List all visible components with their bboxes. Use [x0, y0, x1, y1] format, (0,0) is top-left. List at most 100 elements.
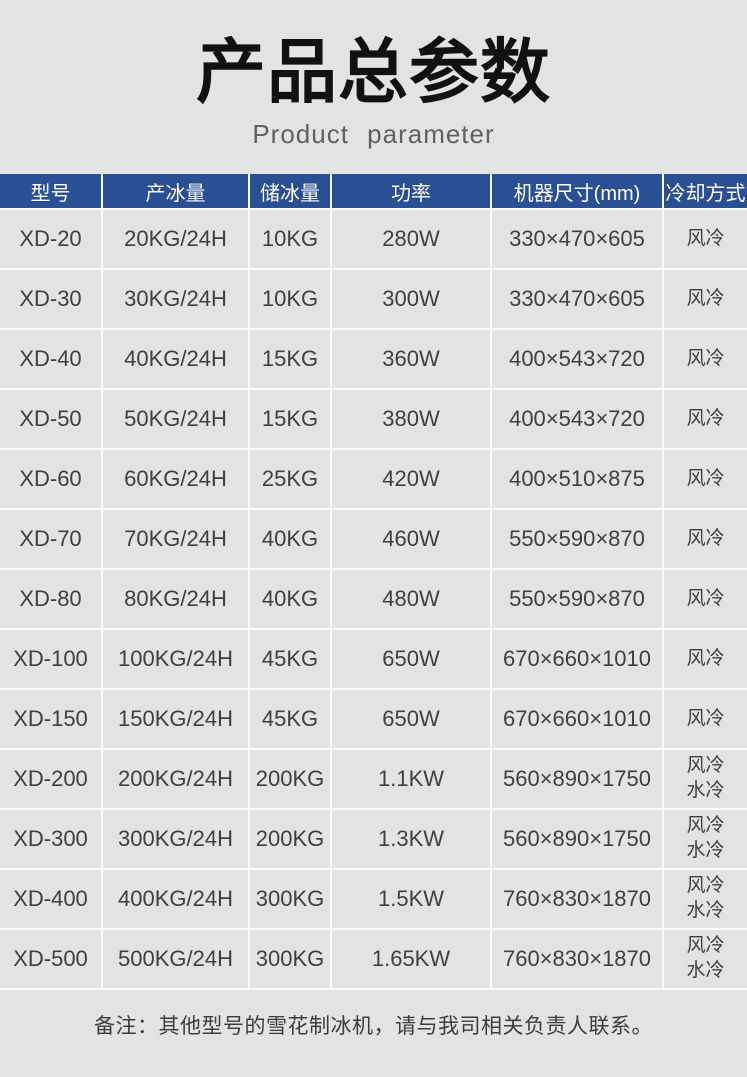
table-header-row: 型号 产冰量 储冰量 功率 机器尺寸(mm) 冷却方式 [0, 174, 747, 208]
cell-power: 650W [332, 690, 490, 748]
cell-power: 300W [332, 270, 490, 328]
cell-ice-storage: 200KG [250, 810, 330, 868]
cell-ice-production: 500KG/24H [103, 930, 248, 988]
cell-ice-production: 40KG/24H [103, 330, 248, 388]
cell-power: 1.1KW [332, 750, 490, 808]
cell-ice-storage: 200KG [250, 750, 330, 808]
cell-ice-storage: 15KG [250, 390, 330, 448]
cell-model: XD-20 [0, 210, 101, 268]
cell-ice-storage: 40KG [250, 510, 330, 568]
cell-machine-size: 400×543×720 [492, 330, 662, 388]
cell-cooling-method: 风冷 [664, 690, 747, 748]
cell-ice-storage: 10KG [250, 210, 330, 268]
cell-machine-size: 400×510×875 [492, 450, 662, 508]
header-ice-storage: 储冰量 [250, 174, 330, 208]
cell-ice-storage: 40KG [250, 570, 330, 628]
table-row: XD-80 80KG/24H 40KG 480W 550×590×870 风冷 [0, 570, 747, 628]
cell-machine-size: 330×470×605 [492, 270, 662, 328]
cell-machine-size: 760×830×1870 [492, 930, 662, 988]
cell-ice-storage: 15KG [250, 330, 330, 388]
table-row: XD-200 200KG/24H 200KG 1.1KW 560×890×175… [0, 750, 747, 808]
table-row: XD-150 150KG/24H 45KG 650W 670×660×1010 … [0, 690, 747, 748]
table-row: XD-40 40KG/24H 15KG 360W 400×543×720 风冷 [0, 330, 747, 388]
cell-ice-production: 200KG/24H [103, 750, 248, 808]
cell-power: 380W [332, 390, 490, 448]
cell-machine-size: 330×470×605 [492, 210, 662, 268]
cell-machine-size: 400×543×720 [492, 390, 662, 448]
table-row: XD-50 50KG/24H 15KG 380W 400×543×720 风冷 [0, 390, 747, 448]
cell-ice-production: 60KG/24H [103, 450, 248, 508]
footer-note: 备注：其他型号的雪花制冰机，请与我司相关负责人联系。 [94, 1015, 653, 1038]
cell-cooling-method: 风冷 [664, 510, 747, 568]
cell-ice-production: 70KG/24H [103, 510, 248, 568]
cell-power: 420W [332, 450, 490, 508]
cell-model: XD-200 [0, 750, 101, 808]
table-row: XD-100 100KG/24H 45KG 650W 670×660×1010 … [0, 630, 747, 688]
table-row: XD-30 30KG/24H 10KG 300W 330×470×605 风冷 [0, 270, 747, 328]
cell-power: 1.5KW [332, 870, 490, 928]
cell-machine-size: 550×590×870 [492, 570, 662, 628]
table-row: XD-500 500KG/24H 300KG 1.65KW 760×830×18… [0, 930, 747, 988]
cell-cooling-method: 风冷 [664, 450, 747, 508]
cell-cooling-method: 风冷 [664, 570, 747, 628]
table-row: XD-400 400KG/24H 300KG 1.5KW 760×830×187… [0, 870, 747, 928]
header-ice-production: 产冰量 [103, 174, 248, 208]
cell-model: XD-60 [0, 450, 101, 508]
cell-cooling-method: 风冷 [664, 330, 747, 388]
cell-power: 1.3KW [332, 810, 490, 868]
cell-ice-production: 100KG/24H [103, 630, 248, 688]
cell-machine-size: 670×660×1010 [492, 630, 662, 688]
cell-machine-size: 560×890×1750 [492, 750, 662, 808]
cell-cooling-method: 风冷 [664, 630, 747, 688]
page-subtitle: Product parameter [252, 119, 495, 149]
cell-power: 1.65KW [332, 930, 490, 988]
table-row: XD-300 300KG/24H 200KG 1.3KW 560×890×175… [0, 810, 747, 868]
cell-cooling-method: 风冷 水冷 [664, 870, 747, 928]
cell-machine-size: 550×590×870 [492, 510, 662, 568]
header-machine-size: 机器尺寸(mm) [492, 174, 662, 208]
cell-cooling-method: 风冷 [664, 390, 747, 448]
cell-model: XD-100 [0, 630, 101, 688]
cell-machine-size: 560×890×1750 [492, 810, 662, 868]
header-cooling-method: 冷却方式 [664, 174, 747, 208]
cell-power: 650W [332, 630, 490, 688]
page-title: 产品总参数 [196, 33, 551, 111]
cell-power: 480W [332, 570, 490, 628]
cell-ice-storage: 300KG [250, 930, 330, 988]
cell-ice-production: 400KG/24H [103, 870, 248, 928]
header-model: 型号 [0, 174, 101, 208]
title-block: 产品总参数 Product parameter [0, 0, 747, 150]
cell-cooling-method: 风冷 水冷 [664, 750, 747, 808]
cell-power: 360W [332, 330, 490, 388]
cell-power: 460W [332, 510, 490, 568]
cell-model: XD-80 [0, 570, 101, 628]
cell-model: XD-70 [0, 510, 101, 568]
cell-model: XD-300 [0, 810, 101, 868]
cell-ice-production: 300KG/24H [103, 810, 248, 868]
table-row: XD-60 60KG/24H 25KG 420W 400×510×875 风冷 [0, 450, 747, 508]
header-power: 功率 [332, 174, 490, 208]
cell-ice-production: 150KG/24H [103, 690, 248, 748]
cell-ice-production: 80KG/24H [103, 570, 248, 628]
cell-power: 280W [332, 210, 490, 268]
cell-ice-storage: 300KG [250, 870, 330, 928]
cell-ice-storage: 25KG [250, 450, 330, 508]
cell-model: XD-150 [0, 690, 101, 748]
cell-model: XD-400 [0, 870, 101, 928]
cell-ice-storage: 45KG [250, 690, 330, 748]
cell-cooling-method: 风冷 [664, 210, 747, 268]
cell-model: XD-30 [0, 270, 101, 328]
table-row: XD-70 70KG/24H 40KG 460W 550×590×870 风冷 [0, 510, 747, 568]
cell-machine-size: 670×660×1010 [492, 690, 662, 748]
cell-ice-storage: 45KG [250, 630, 330, 688]
cell-cooling-method: 风冷 水冷 [664, 810, 747, 868]
cell-ice-storage: 10KG [250, 270, 330, 328]
cell-machine-size: 760×830×1870 [492, 870, 662, 928]
table-row: XD-20 20KG/24H 10KG 280W 330×470×605 风冷 [0, 210, 747, 268]
cell-ice-production: 20KG/24H [103, 210, 248, 268]
cell-ice-production: 30KG/24H [103, 270, 248, 328]
cell-cooling-method: 风冷 水冷 [664, 930, 747, 988]
cell-cooling-method: 风冷 [664, 270, 747, 328]
cell-ice-production: 50KG/24H [103, 390, 248, 448]
